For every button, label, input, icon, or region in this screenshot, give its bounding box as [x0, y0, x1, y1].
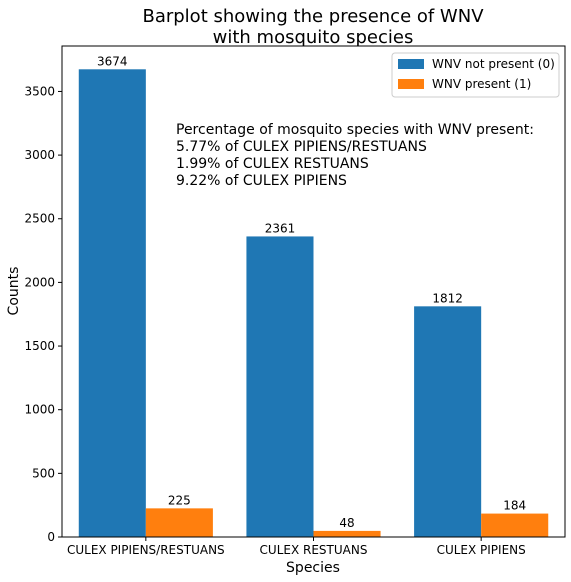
x-tick-label-2: CULEX PIPIENS [437, 543, 526, 557]
y-tick-label-0: 0 [47, 530, 55, 544]
annotation-line-2: 5.77% of CULEX PIPIENS/RESTUANS [176, 139, 427, 155]
x-tick-label-0: CULEX PIPIENS/RESTUANS [67, 543, 225, 557]
plot-frame [61, 45, 566, 538]
bar-2-1 [481, 513, 549, 537]
bar-2-0 [414, 306, 482, 537]
y-tick-label-7: 3500 [24, 84, 55, 98]
y-tick-label-3: 1500 [24, 339, 55, 353]
y-axis: 0 500 1000 1500 2000 2500 3000 3500 [24, 84, 62, 544]
x-axis-label: Species [286, 560, 340, 576]
y-tick-label-2: 1000 [24, 403, 55, 417]
y-tick-label-1: 500 [32, 466, 55, 480]
annotation-text: Percentage of mosquito species with WNV … [176, 122, 534, 189]
bar-value-label-2-0: 1812 [432, 291, 463, 305]
y-tick-label-6: 3000 [24, 148, 55, 162]
bar-1-0 [246, 236, 314, 537]
y-axis-label: Counts [6, 267, 22, 316]
chart-title-line-1: Barplot showing the presence of WNV [142, 6, 484, 27]
chart-title-line-2: with mosquito species [213, 27, 414, 48]
bar-1-1 [313, 530, 381, 537]
bars-group [78, 69, 549, 538]
annotation-line-4: 9.22% of CULEX PIPIENS [176, 173, 347, 189]
annotation-line-3: 1.99% of CULEX RESTUANS [176, 156, 369, 172]
legend-box [391, 52, 560, 98]
bar-labels-group: 3674 225 2361 48 1812 184 [97, 54, 526, 530]
legend-label-1: WNV present (1) [432, 77, 531, 91]
x-axis: CULEX PIPIENS/RESTUANS CULEX RESTUANS CULE… [67, 537, 526, 557]
legend-swatch-1 [398, 79, 424, 89]
bar-0-0 [78, 69, 146, 538]
legend-swatch-0 [398, 59, 424, 69]
bar-value-label-1-1: 48 [339, 516, 354, 530]
y-tick-label-5: 2500 [24, 212, 55, 226]
legend-label-0: WNV not present (0) [432, 57, 555, 71]
bar-value-label-1-0: 2361 [265, 221, 296, 235]
annotation-line-1: Percentage of mosquito species with WNV … [176, 122, 534, 138]
bar-value-label-0-1: 225 [168, 493, 191, 507]
legend: WNV not present (0) WNV present (1) [391, 52, 560, 98]
bar-value-label-2-1: 184 [503, 499, 526, 513]
bar-0-1 [145, 508, 213, 537]
y-tick-label-4: 2000 [24, 275, 55, 289]
x-tick-label-1: CULEX RESTUANS [260, 543, 368, 557]
bar-value-label-0-0: 3674 [97, 54, 128, 68]
